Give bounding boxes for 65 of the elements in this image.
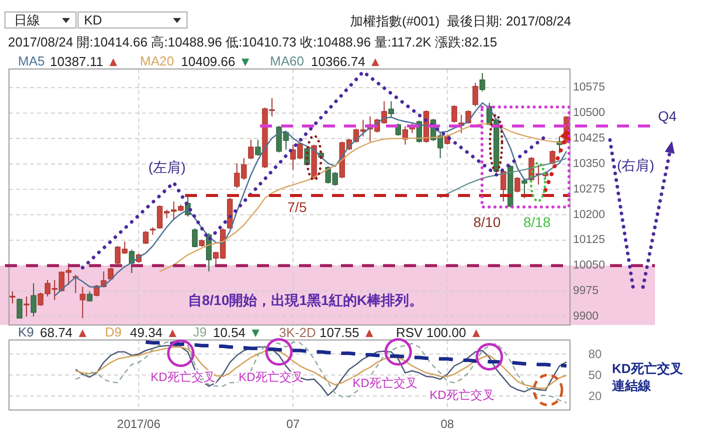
series-label: D9	[105, 324, 122, 340]
y-tick-label: 10500	[573, 107, 605, 120]
candlestick	[550, 150, 556, 165]
candlestick	[16, 298, 22, 319]
annotation: 7/5	[287, 199, 307, 215]
text: MA5	[18, 54, 45, 68]
text: MA20	[140, 54, 174, 68]
candlestick	[142, 230, 149, 244]
y-tick-label: 10575	[573, 82, 605, 94]
annotation: 自8/10開始，出現1黑1紅的K棒排列。	[188, 292, 423, 308]
y-tick-label: 10200	[573, 208, 605, 221]
text: (右肩)	[617, 157, 654, 173]
series-label: J9	[193, 324, 207, 340]
annotation: 8/10	[473, 214, 501, 230]
annotation: 10.54 ▼	[213, 324, 262, 340]
text: 10366.74 ▲	[311, 54, 382, 68]
candlestick	[522, 178, 528, 199]
chart-title: 加權指數(#001) 最後日期: 2017/08/24	[350, 14, 572, 28]
x-tick-label: 07	[286, 417, 300, 431]
candlestick	[80, 286, 86, 319]
candlestick	[451, 104, 458, 124]
candlestick	[480, 72, 486, 92]
candlestick	[472, 82, 478, 107]
chart-subtitle: 2017/08/24 開:10414.66 高:10488.96 低:10410.73 收:10488.96 量:117.2K 漲跌:82.15	[8, 34, 498, 50]
y-tick-label: 10350	[573, 158, 605, 170]
text: MA60	[270, 54, 304, 68]
y-tick-label: 9900	[573, 310, 599, 323]
x-tick-label: 2017/06	[117, 417, 161, 431]
y-tick-label: 20	[588, 389, 602, 403]
y-tick-label: 80	[588, 347, 602, 361]
y-tick-label: 50	[588, 368, 602, 382]
candlestick	[24, 296, 30, 318]
text: 10387.11 ▲	[50, 54, 120, 68]
line-series	[75, 340, 568, 404]
annotation: 3K-2D 107.55 ▲	[279, 324, 376, 340]
y-tick-label: 10125	[573, 234, 605, 246]
x-tick-label: 08	[440, 417, 454, 431]
candlestick	[108, 268, 114, 280]
annotation: 8/18	[523, 214, 551, 230]
candlestick	[10, 290, 16, 304]
line-series	[440, 158, 568, 198]
line-series	[74, 346, 568, 389]
y-tick-label: 9975	[573, 285, 599, 298]
annotation: RSV 100.00 ▲	[396, 324, 483, 340]
annotation: 68.74 ▲	[40, 324, 90, 340]
text: Q4	[658, 108, 677, 124]
candlestick	[255, 139, 261, 156]
line-series	[144, 340, 568, 368]
text: 10409.66 ▼	[181, 54, 252, 68]
annotation: KD死亡交叉	[352, 376, 418, 390]
text: K9	[18, 324, 34, 340]
candlestick	[30, 282, 36, 318]
candlestick	[192, 228, 198, 248]
text: KD死亡交叉連結線	[611, 360, 683, 392]
annotation: KD死亡交叉	[430, 388, 494, 402]
y-tick-label: 10425	[573, 132, 605, 145]
annotation: 49.34 ▲	[130, 324, 180, 340]
candlestick	[248, 139, 254, 160]
candlestick	[514, 176, 520, 193]
text: KD	[84, 12, 102, 28]
text: 日線	[14, 12, 40, 28]
annotation: (左肩)	[148, 159, 186, 175]
y-tick-label: 10275	[573, 183, 605, 196]
y-tick-label: 10050	[573, 260, 605, 272]
candlestick	[388, 100, 394, 119]
